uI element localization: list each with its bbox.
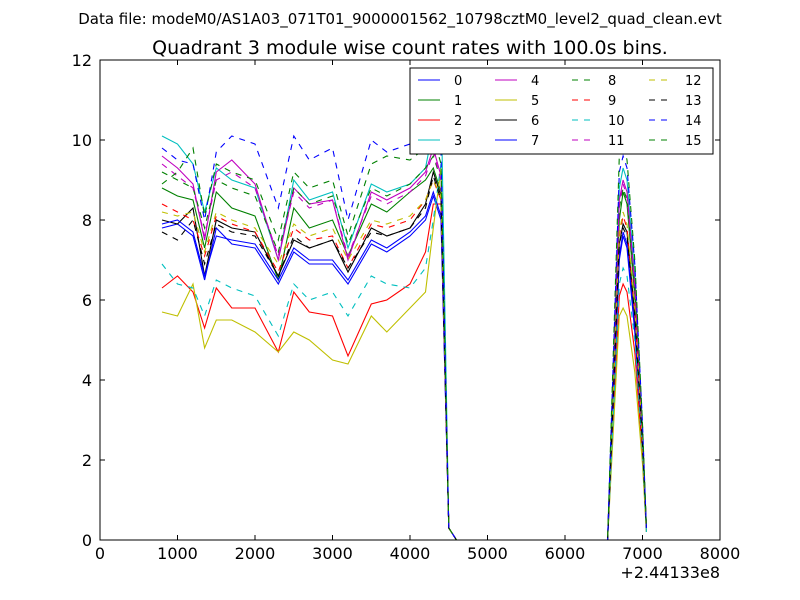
x-tick-label: 6000	[545, 544, 586, 563]
legend-label-15: 15	[685, 134, 702, 149]
series-line-6	[161, 169, 647, 540]
x-tick-label: 1000	[157, 544, 198, 563]
y-tick-label: 6	[82, 291, 92, 310]
y-tick-label: 2	[82, 451, 92, 470]
plot-frame	[99, 59, 721, 541]
legend-label-10: 10	[608, 114, 625, 129]
y-tick-label: 0	[82, 531, 92, 550]
plot-lines	[161, 91, 647, 540]
x-axis-offset-label: +2.44133e8	[620, 563, 720, 582]
legend-label-0: 0	[454, 74, 462, 89]
legend-label-5: 5	[531, 94, 539, 109]
series-line-3	[161, 91, 647, 540]
series-line-0	[161, 194, 647, 540]
series-line-2	[161, 203, 647, 540]
legend-label-1: 1	[454, 94, 462, 109]
legend-label-14: 14	[685, 114, 702, 129]
x-tick-label: 7000	[622, 544, 663, 563]
x-tick-label: 4000	[390, 544, 431, 563]
series-line-11	[161, 150, 647, 540]
legend-label-4: 4	[531, 74, 539, 89]
figure-suptitle: Data file: modeM0/AS1A03_071T01_90000015…	[78, 10, 722, 29]
y-tick-label: 10	[72, 131, 92, 150]
legend-label-9: 9	[608, 94, 616, 109]
series-line-7	[161, 190, 647, 540]
legend-label-6: 6	[531, 114, 539, 129]
series-line-10	[161, 163, 647, 540]
x-tick-label: 3000	[312, 544, 353, 563]
series-line-5	[161, 167, 647, 540]
series-line-13	[161, 173, 647, 540]
y-tick-label: 8	[82, 211, 92, 230]
axis-ticks: 0 1000 2000 3000 4000 5000 6000 7000 80000246810…	[72, 51, 741, 563]
series-line-1	[161, 166, 647, 540]
y-tick-label: 4	[82, 371, 92, 390]
legend-label-3: 3	[454, 134, 462, 149]
series-line-14	[161, 118, 647, 540]
legend-label-7: 7	[531, 134, 539, 149]
x-tick-label: 2000	[235, 544, 276, 563]
chart-title: Quadrant 3 module wise count rates with …	[152, 37, 668, 59]
legend-label-2: 2	[454, 114, 462, 129]
series-line-4	[161, 146, 647, 540]
series-line-8	[161, 154, 647, 540]
legend-label-8: 8	[608, 74, 616, 89]
series-line-9	[161, 178, 647, 540]
x-tick-label: 8000	[700, 544, 741, 563]
legend-label-13: 13	[685, 94, 702, 109]
y-tick-label: 12	[72, 51, 92, 70]
series-line-12	[161, 178, 647, 540]
x-tick-label: 0	[95, 544, 105, 563]
legend-label-12: 12	[685, 74, 702, 89]
legend-label-11: 11	[608, 134, 625, 149]
x-tick-label: 5000	[467, 544, 508, 563]
